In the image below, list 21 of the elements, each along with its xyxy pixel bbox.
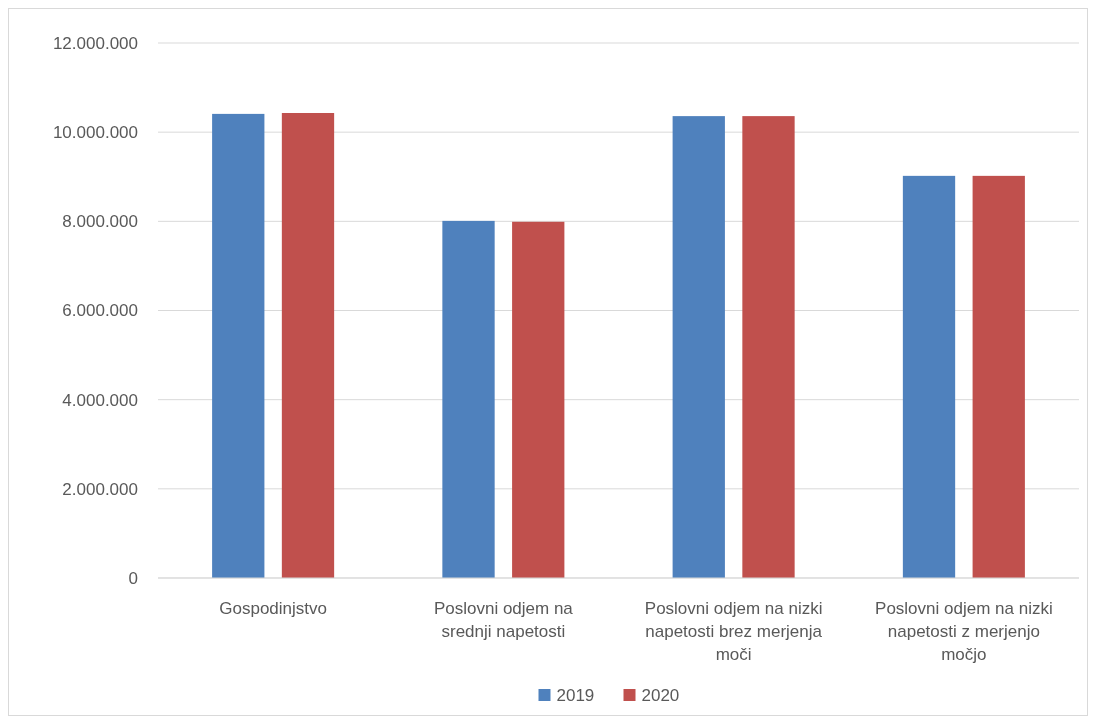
y-tick-label: 10.000.000 bbox=[52, 123, 138, 143]
x-tick-label: Poslovni odjem na srednji napetosti bbox=[433, 599, 574, 641]
y-tick-label: 0 bbox=[128, 568, 138, 588]
bar bbox=[672, 116, 725, 578]
y-tick-label: 8.000.000 bbox=[62, 212, 138, 232]
y-tick-label: 6.000.000 bbox=[62, 301, 138, 321]
legend-label: 2019 bbox=[556, 685, 595, 705]
bar bbox=[972, 175, 1025, 578]
x-tick-label: Gospodinjstvo bbox=[219, 599, 327, 618]
y-tick-label: 4.000.000 bbox=[62, 390, 138, 410]
bar bbox=[512, 221, 565, 578]
y-tick-label: 12.000.000 bbox=[52, 33, 138, 53]
bar bbox=[902, 175, 956, 578]
bar bbox=[212, 113, 265, 578]
bar bbox=[442, 220, 495, 578]
bar bbox=[281, 113, 335, 578]
bar bbox=[742, 116, 795, 578]
x-tick-label: Poslovni odjem na nizki napetosti z merjenjo močjo bbox=[875, 599, 1053, 664]
x-tick-label: Poslovni odjem na nizki napetosti brez merjenja moči bbox=[644, 599, 823, 664]
y-tick-label: 2.000.000 bbox=[62, 479, 138, 499]
legend-label: 2020 bbox=[641, 685, 680, 705]
